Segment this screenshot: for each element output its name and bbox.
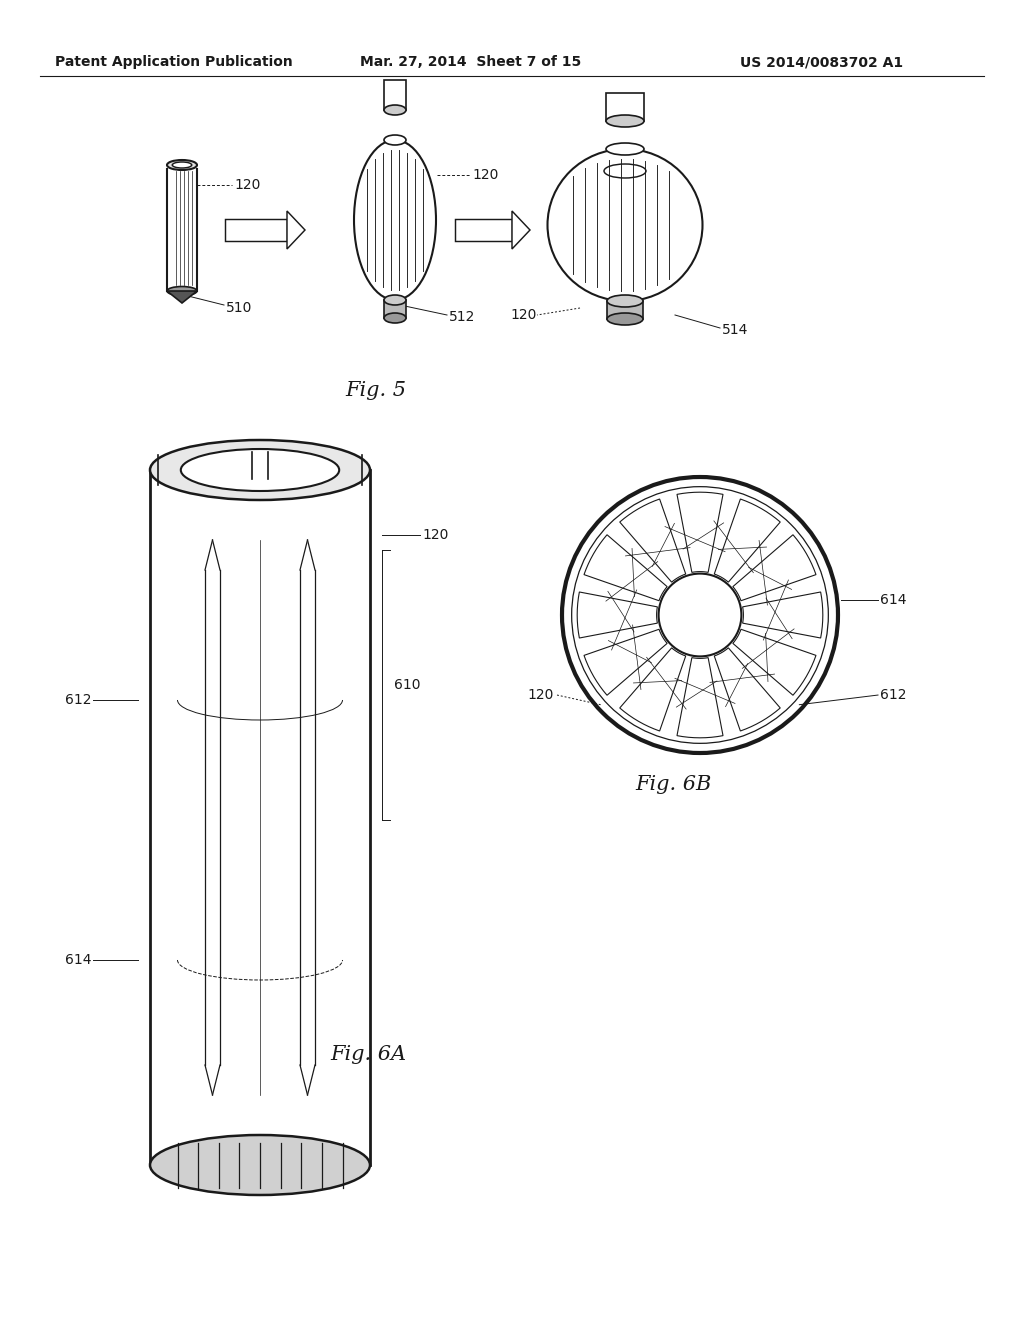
- Text: 514: 514: [722, 323, 749, 337]
- Text: Mar. 27, 2014  Sheet 7 of 15: Mar. 27, 2014 Sheet 7 of 15: [360, 55, 582, 69]
- Polygon shape: [733, 630, 816, 696]
- Ellipse shape: [172, 162, 191, 168]
- Polygon shape: [677, 492, 723, 573]
- Text: 612: 612: [880, 688, 906, 702]
- Polygon shape: [715, 648, 780, 731]
- Text: 120: 120: [234, 178, 260, 191]
- Ellipse shape: [606, 115, 644, 127]
- Polygon shape: [733, 535, 816, 601]
- Text: Fig. 5: Fig. 5: [345, 380, 406, 400]
- Polygon shape: [512, 211, 530, 249]
- Circle shape: [571, 487, 828, 743]
- Ellipse shape: [604, 164, 646, 178]
- Ellipse shape: [167, 286, 197, 296]
- Polygon shape: [742, 591, 823, 638]
- Bar: [225, 219, 287, 242]
- Polygon shape: [287, 211, 305, 249]
- Ellipse shape: [384, 313, 406, 323]
- Text: 614: 614: [65, 953, 91, 968]
- Text: 120: 120: [510, 308, 537, 322]
- Text: 510: 510: [226, 301, 252, 315]
- Bar: [384, 81, 406, 110]
- Polygon shape: [677, 657, 723, 738]
- Text: 614: 614: [880, 593, 906, 607]
- Ellipse shape: [150, 440, 370, 500]
- Polygon shape: [715, 499, 780, 582]
- Polygon shape: [584, 535, 668, 601]
- Polygon shape: [167, 290, 197, 304]
- Ellipse shape: [384, 106, 406, 115]
- Text: Fig. 6A: Fig. 6A: [330, 1045, 407, 1064]
- Polygon shape: [620, 648, 686, 731]
- Bar: [606, 92, 644, 121]
- Text: Fig. 6B: Fig. 6B: [635, 776, 712, 795]
- Bar: [150, 470, 370, 1166]
- Polygon shape: [620, 499, 686, 582]
- Text: 120: 120: [472, 168, 499, 182]
- Ellipse shape: [384, 135, 406, 145]
- Ellipse shape: [150, 1135, 370, 1195]
- Ellipse shape: [167, 160, 197, 170]
- Text: 120: 120: [527, 688, 554, 702]
- Text: Patent Application Publication: Patent Application Publication: [55, 55, 293, 69]
- Ellipse shape: [384, 294, 406, 305]
- Bar: [607, 301, 643, 319]
- Ellipse shape: [354, 140, 436, 300]
- Polygon shape: [578, 591, 657, 638]
- Text: 612: 612: [65, 693, 91, 708]
- Text: 120: 120: [422, 528, 449, 543]
- Circle shape: [658, 574, 741, 656]
- Ellipse shape: [607, 294, 643, 308]
- Polygon shape: [584, 630, 668, 696]
- Ellipse shape: [607, 313, 643, 325]
- Text: US 2014/0083702 A1: US 2014/0083702 A1: [740, 55, 903, 69]
- Bar: [455, 219, 512, 242]
- Bar: [384, 300, 406, 318]
- Ellipse shape: [181, 449, 339, 491]
- Circle shape: [562, 477, 838, 752]
- Text: 610: 610: [394, 678, 421, 692]
- Ellipse shape: [548, 149, 702, 301]
- Text: 512: 512: [449, 310, 475, 323]
- Ellipse shape: [606, 143, 644, 154]
